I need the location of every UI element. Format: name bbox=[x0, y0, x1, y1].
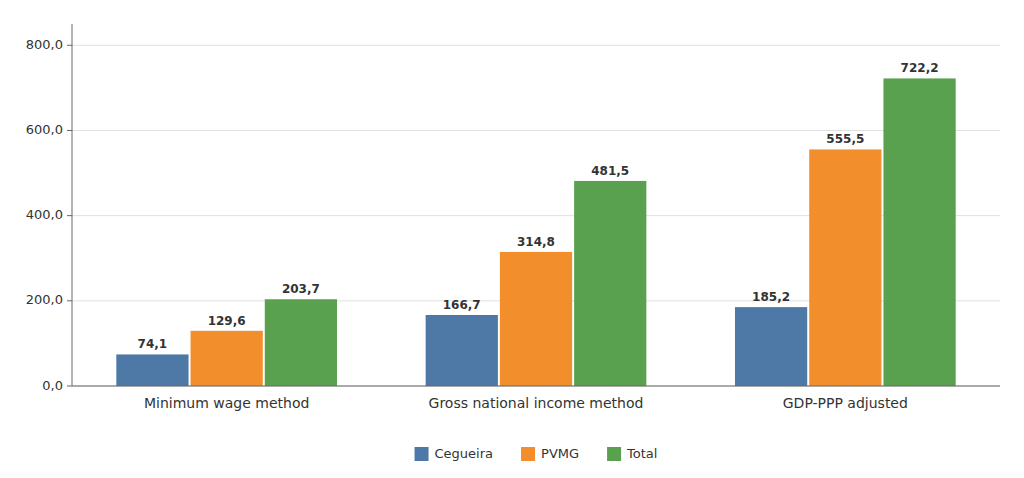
grid-line bbox=[72, 386, 1000, 387]
x-tick-label: Minimum wage method bbox=[144, 395, 309, 411]
bar bbox=[574, 181, 646, 386]
bar bbox=[809, 149, 881, 386]
data-label: 185,2 bbox=[752, 290, 790, 304]
y-tick-label: 800,0 bbox=[26, 37, 63, 52]
chart: 0,0 200,0 400,0 600,0 800,0 74,1 166,7 185,2 129… bbox=[0, 0, 1024, 478]
x-axis-line bbox=[72, 386, 1000, 387]
x-tick-label: Gross national income method bbox=[429, 395, 644, 411]
legend-swatch bbox=[415, 447, 429, 461]
y-tick bbox=[67, 45, 72, 46]
legend-item: PVMG bbox=[521, 446, 579, 462]
data-label: 129,6 bbox=[208, 314, 246, 328]
data-label: 555,5 bbox=[826, 132, 864, 146]
x-axis: Minimum wage method Gross national income… bbox=[144, 395, 908, 411]
y-tick bbox=[67, 300, 72, 301]
x-tick-label: GDP-PPP adjusted bbox=[783, 395, 908, 411]
y-tick-label: 400,0 bbox=[26, 207, 63, 222]
legend-label: Cegueira bbox=[435, 446, 494, 461]
data-label: 166,7 bbox=[443, 298, 481, 312]
y-tick-label: 200,0 bbox=[26, 292, 63, 307]
y-tick bbox=[67, 386, 72, 387]
bar bbox=[116, 354, 188, 386]
legend-item: Total bbox=[607, 446, 657, 462]
y-axis-line bbox=[72, 24, 73, 386]
bar bbox=[883, 78, 955, 386]
data-label: 481,5 bbox=[591, 164, 629, 178]
data-label: 722,2 bbox=[901, 61, 939, 75]
bar bbox=[735, 307, 807, 386]
y-grid: 0,0 200,0 400,0 600,0 800,0 bbox=[26, 37, 1000, 393]
y-tick-label: 600,0 bbox=[26, 122, 63, 137]
bar bbox=[265, 299, 337, 386]
legend-item: Cegueira bbox=[415, 446, 494, 462]
data-label: 74,1 bbox=[138, 337, 168, 351]
bars bbox=[116, 78, 955, 386]
bar bbox=[500, 252, 572, 386]
grid-line bbox=[72, 130, 1000, 131]
y-tick bbox=[67, 130, 72, 131]
data-label: 314,8 bbox=[517, 235, 555, 249]
bar bbox=[426, 315, 498, 386]
y-tick-label: 0,0 bbox=[42, 378, 63, 393]
legend-swatch bbox=[607, 447, 621, 461]
legend: Cegueira PVMG Total bbox=[415, 446, 658, 462]
data-label: 203,7 bbox=[282, 282, 320, 296]
legend-label: PVMG bbox=[541, 446, 579, 461]
grid-line bbox=[72, 45, 1000, 46]
data-labels: 74,1 166,7 185,2 129,6 314,8 555,5 203,7 481,5 7… bbox=[138, 61, 939, 351]
legend-label: Total bbox=[626, 446, 657, 461]
y-tick bbox=[67, 215, 72, 216]
legend-swatch bbox=[521, 447, 535, 461]
bar bbox=[191, 331, 263, 386]
